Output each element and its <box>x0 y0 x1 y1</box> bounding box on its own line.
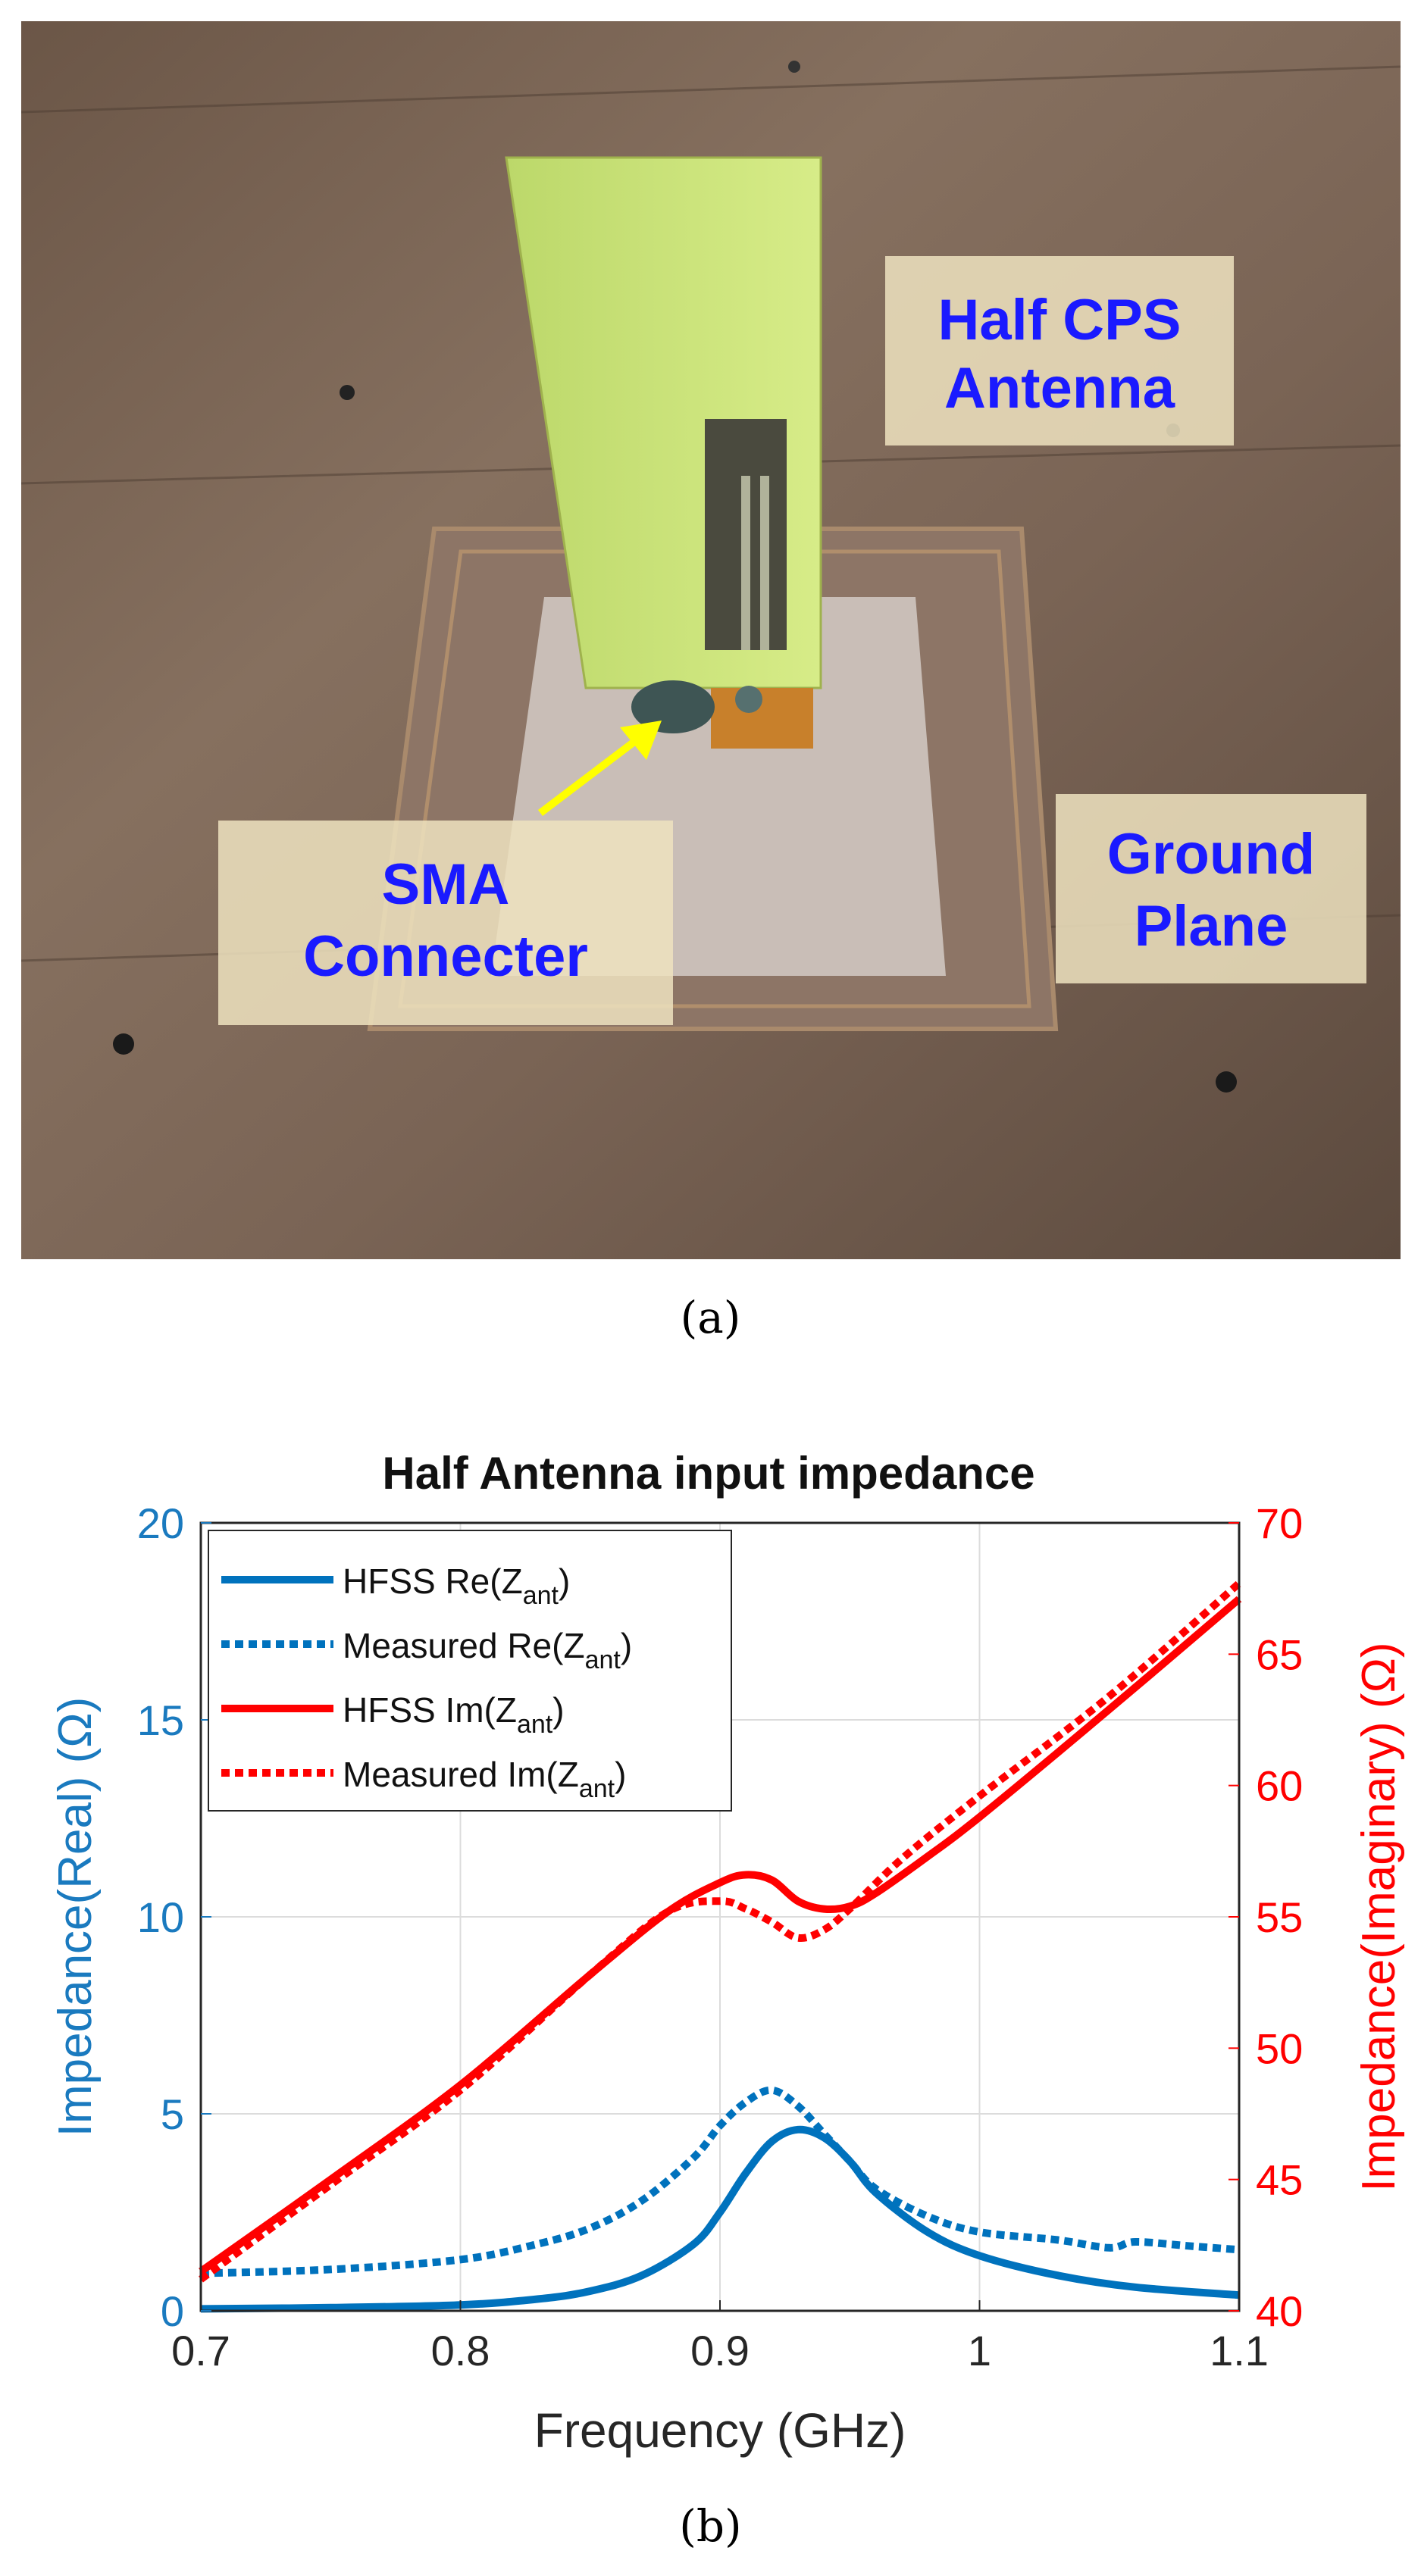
series-line-4 <box>199 1580 1242 2283</box>
y-left-tick-label: 10 <box>137 1893 184 1941</box>
x-tick-label: 0.8 <box>431 2327 490 2374</box>
y-right-tick-label: 65 <box>1256 1630 1303 1678</box>
y-right-tick-label: 40 <box>1256 2287 1303 2335</box>
x-tick-label: 1.1 <box>1210 2327 1269 2374</box>
x-axis-label: Frequency (GHz) <box>534 2403 906 2458</box>
legend: HFSS Re(Zant) Measured Re(Zant) HFSS Im(Za… <box>208 1530 732 1812</box>
y-left-tick-label: 0 <box>161 2287 184 2335</box>
y-right-tick-label: 50 <box>1256 2024 1303 2072</box>
x-tick-label: 0.9 <box>690 2327 750 2374</box>
label-antenna: Half CPS Antenna <box>885 256 1234 445</box>
series-layer <box>199 1580 1242 2313</box>
caption-a: (a) <box>680 1292 741 1343</box>
y-right-tick-label: 55 <box>1256 1893 1303 1941</box>
y-left-tick-label: 15 <box>137 1696 184 1744</box>
legend-label-4: Measured Im(Zant) <box>343 1755 626 1803</box>
legend-label-2: Measured Re(Zant) <box>343 1626 632 1674</box>
chart-title: Half Antenna input impedance <box>382 1448 1034 1499</box>
sma-connector <box>631 680 715 733</box>
series-line-2 <box>200 2086 1240 2277</box>
label-connector-line2: Connecter <box>303 924 588 989</box>
label-connector-line1: SMA <box>382 852 510 917</box>
y-axis-left-label: Impedance(Real) (Ω) <box>49 1697 102 2137</box>
label-ground: Ground Plane <box>1056 794 1366 983</box>
arrow <box>537 721 662 816</box>
ticks: 0.7 0.8 0.9 1 1.1 0 5 10 15 20 40 45 50 55 60 65 70 <box>137 1499 1304 2374</box>
x-tick-label: 1 <box>968 2327 991 2374</box>
legend-label-1: HFSS Re(Zant) <box>343 1562 570 1610</box>
series-line-3 <box>199 1596 1242 2275</box>
impedance-chart: Half Antenna input impedance 0.7 0.8 0.9 1 1… <box>49 1448 1405 2458</box>
label-antenna-line1: Half CPS <box>938 288 1182 352</box>
y-left-tick-label: 20 <box>137 1499 184 1547</box>
label-ground-line1: Ground <box>1107 822 1315 886</box>
label-connector: SMA Connecter <box>218 821 673 1025</box>
y-right-tick-label: 45 <box>1256 2156 1303 2204</box>
antenna-board <box>505 156 822 749</box>
legend-label-3: HFSS Im(Zant) <box>343 1690 565 1739</box>
label-ground-line2: Plane <box>1135 894 1288 958</box>
y-left-tick-label: 5 <box>161 2090 184 2138</box>
series-line-1 <box>200 2125 1240 2313</box>
x-tick-label: 0.7 <box>171 2327 230 2374</box>
y-right-tick-label: 60 <box>1256 1762 1303 1810</box>
y-axis-right-label: Impedance(Imaginary) (Ω) <box>1353 1642 1405 2191</box>
caption-b: (b) <box>679 2500 742 2552</box>
label-antenna-line2: Antenna <box>944 356 1175 420</box>
y-right-tick-label: 70 <box>1256 1499 1303 1547</box>
antenna-photo: Half CPS Antenna SMA Connecter Ground Pl… <box>21 21 1401 1259</box>
